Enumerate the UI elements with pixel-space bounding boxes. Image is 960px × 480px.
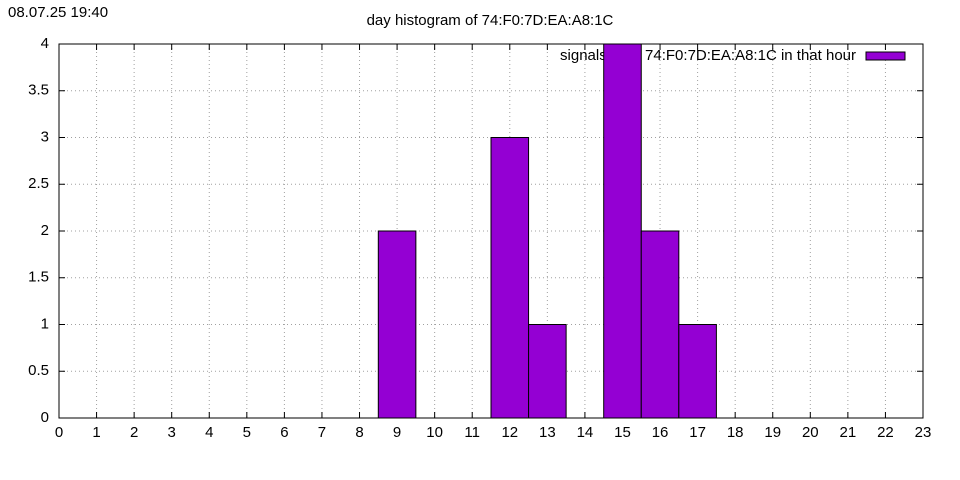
x-tick-label: 5 bbox=[243, 424, 251, 441]
x-tick-label: 0 bbox=[55, 424, 63, 441]
y-tick-label: 0 bbox=[41, 409, 49, 426]
bar bbox=[528, 324, 567, 419]
x-tick-label: 9 bbox=[393, 424, 401, 441]
y-tick-label: 0.5 bbox=[28, 362, 49, 379]
bar bbox=[640, 230, 680, 419]
bar bbox=[377, 230, 417, 419]
x-tick-label: 22 bbox=[877, 424, 894, 441]
y-tick-label: 2 bbox=[41, 222, 49, 239]
bar bbox=[678, 324, 717, 419]
x-tick-label: 17 bbox=[689, 424, 706, 441]
y-tick-label: 3.5 bbox=[28, 82, 49, 99]
x-tick-label: 8 bbox=[355, 424, 363, 441]
bar bbox=[603, 43, 642, 419]
x-tick-label: 14 bbox=[577, 424, 594, 441]
x-tick-label: 23 bbox=[915, 424, 932, 441]
x-tick-label: 1 bbox=[92, 424, 100, 441]
y-tick-label: 1 bbox=[41, 315, 49, 332]
x-tick-label: 12 bbox=[501, 424, 518, 441]
x-tick-label: 10 bbox=[426, 424, 443, 441]
timestamp: 08.07.25 19:40 bbox=[8, 4, 108, 21]
x-tick-label: 19 bbox=[764, 424, 781, 441]
y-tick-label: 4 bbox=[41, 35, 49, 52]
chart-title: day histogram of 74:F0:7D:EA:A8:1C bbox=[367, 12, 614, 29]
legend-swatch bbox=[865, 51, 906, 61]
x-tick-label: 20 bbox=[802, 424, 819, 441]
x-tick-label: 15 bbox=[614, 424, 631, 441]
bar bbox=[490, 137, 530, 419]
x-tick-label: 4 bbox=[205, 424, 213, 441]
x-tick-label: 7 bbox=[318, 424, 326, 441]
x-tick-label: 3 bbox=[168, 424, 176, 441]
x-tick-label: 6 bbox=[280, 424, 288, 441]
x-tick-label: 11 bbox=[464, 424, 480, 441]
x-tick-label: 16 bbox=[652, 424, 669, 441]
y-tick-label: 2.5 bbox=[28, 175, 49, 192]
x-tick-label: 13 bbox=[539, 424, 556, 441]
x-tick-label: 18 bbox=[727, 424, 744, 441]
x-tick-label: 2 bbox=[130, 424, 138, 441]
y-tick-label: 1.5 bbox=[28, 269, 49, 286]
x-tick-label: 21 bbox=[840, 424, 857, 441]
y-tick-label: 3 bbox=[41, 128, 49, 145]
